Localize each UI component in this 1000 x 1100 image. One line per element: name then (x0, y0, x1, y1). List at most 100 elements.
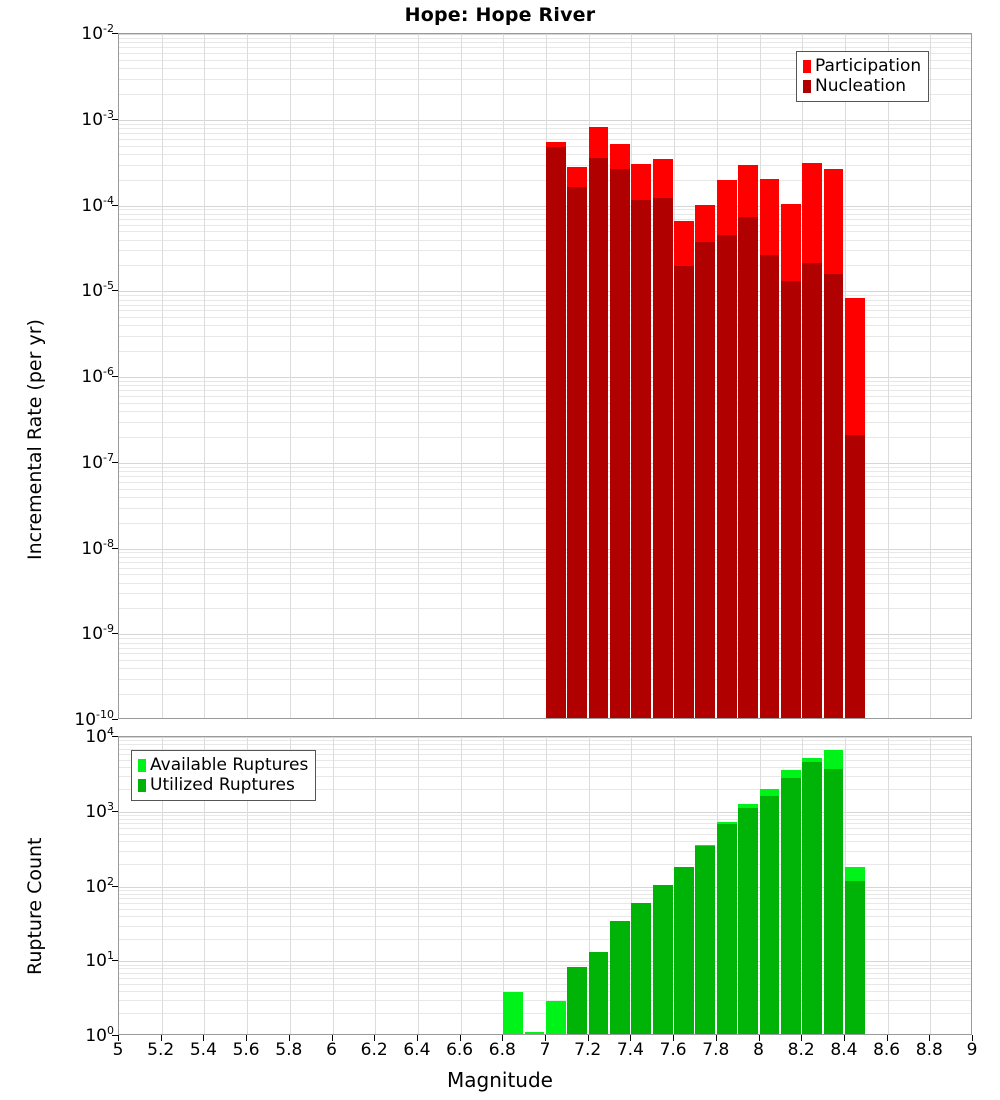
y-tick-label: 10-9 (81, 622, 114, 645)
y-tick-label: 10-2 (81, 22, 114, 44)
y-tick-mark (112, 960, 118, 961)
bar-segment-nucleation (567, 187, 588, 718)
x-tick-mark (972, 1035, 973, 1041)
bar (652, 737, 673, 1034)
x-tick-label: 5.8 (275, 1040, 303, 1060)
legend-label: Available Ruptures (150, 755, 309, 775)
bar (738, 34, 758, 718)
bar (759, 737, 780, 1034)
bar (524, 737, 545, 1034)
x-tick-mark (502, 1035, 503, 1041)
y-tick-mark (112, 886, 118, 887)
bar (631, 737, 652, 1034)
x-tick-label: 7.2 (574, 1040, 602, 1060)
bar (695, 737, 716, 1034)
bar-segment-utilized-ruptures (844, 881, 865, 1034)
legend-item: Nucleation (803, 76, 921, 96)
y-tick-label: 10-8 (81, 536, 114, 559)
y-tick-label: 10-3 (81, 107, 114, 130)
top-plot-area (118, 33, 972, 719)
bar-segment-utilized-ruptures (780, 777, 801, 1034)
bar-segment-nucleation (802, 263, 822, 718)
bar-segment-nucleation (844, 434, 865, 718)
y-tick-mark (112, 205, 118, 206)
x-tick-label: 5.2 (147, 1040, 175, 1060)
bar-segment-nucleation (738, 216, 758, 718)
x-tick-mark (887, 1035, 888, 1041)
x-tick-label: 8.2 (787, 1040, 815, 1060)
y-tick-mark (112, 376, 118, 377)
bar (738, 737, 758, 1034)
bar (631, 34, 652, 718)
y-tick-label: 104 (85, 725, 114, 747)
bar (546, 34, 566, 718)
bar-segment-nucleation (546, 146, 566, 718)
x-tick-label: 9 (966, 1040, 978, 1060)
bar (759, 34, 780, 718)
bar-segment-nucleation (759, 255, 780, 718)
bar-segment-nucleation (588, 157, 609, 718)
bar-segment-utilized-ruptures (588, 952, 609, 1034)
x-tick-label: 6.6 (446, 1040, 474, 1060)
bar-segment-nucleation (674, 266, 694, 718)
y-tick-mark (112, 811, 118, 812)
bar (716, 737, 737, 1034)
legend-item: Participation (803, 56, 921, 76)
y-tick-mark (112, 119, 118, 120)
bar-segment-utilized-ruptures (652, 885, 673, 1034)
x-tick-mark (545, 1035, 546, 1041)
legend-swatch-icon (803, 59, 811, 73)
x-tick-mark (332, 1035, 333, 1041)
bar (546, 737, 566, 1034)
bar (567, 737, 588, 1034)
x-tick-label: 6 (326, 1040, 337, 1060)
legend-item: Utilized Ruptures (138, 775, 308, 795)
x-tick-label: 8.6 (873, 1040, 901, 1060)
x-tick-mark (929, 1035, 930, 1041)
y-tick-label: 100 (85, 1024, 114, 1046)
y-tick-mark (112, 1035, 118, 1036)
bar-segment-utilized-ruptures (695, 845, 716, 1034)
bar-segment-utilized-ruptures (631, 903, 652, 1034)
x-tick-mark (801, 1035, 802, 1041)
x-tick-mark (374, 1035, 375, 1041)
bar (802, 34, 822, 718)
page-title: Hope: Hope River (404, 4, 596, 26)
x-tick-label: 7.8 (702, 1040, 730, 1060)
y-tick-mark (112, 462, 118, 463)
bar-segment-available-ruptures (524, 1031, 545, 1034)
bar-segment-nucleation (823, 274, 844, 718)
bar-segment-available-ruptures (546, 1000, 566, 1034)
bar-segment-nucleation (610, 169, 630, 718)
bar (823, 737, 844, 1034)
bar (588, 34, 609, 718)
y-tick-label: 103 (85, 799, 114, 822)
x-tick-mark (759, 1035, 760, 1041)
bar (716, 34, 737, 718)
y-tick-mark (112, 33, 118, 34)
bar (567, 34, 588, 718)
x-tick-mark (246, 1035, 247, 1041)
legend-swatch-icon (138, 778, 146, 792)
bar (588, 737, 609, 1034)
y-tick-label: 102 (85, 874, 114, 897)
x-tick-mark (588, 1035, 589, 1041)
legend-label: Participation (815, 56, 922, 76)
bar-segment-nucleation (780, 280, 801, 718)
bar (695, 34, 716, 718)
x-tick-label: 7.6 (659, 1040, 687, 1060)
bar (652, 34, 673, 718)
x-tick-label: 7.4 (616, 1040, 644, 1060)
top-y-axis-label: Incremental Rate (per yr) (24, 319, 46, 560)
legend-swatch-icon (803, 79, 811, 93)
y-tick-label: 10-6 (81, 365, 114, 387)
y-tick-mark (112, 548, 118, 549)
top-legend: Participation Nucleation (796, 51, 930, 103)
x-tick-mark (203, 1035, 204, 1041)
bar-segment-nucleation (652, 198, 673, 718)
x-tick-mark (673, 1035, 674, 1041)
x-tick-mark (630, 1035, 631, 1041)
x-tick-mark (716, 1035, 717, 1041)
x-tick-label: 5 (112, 1040, 124, 1060)
